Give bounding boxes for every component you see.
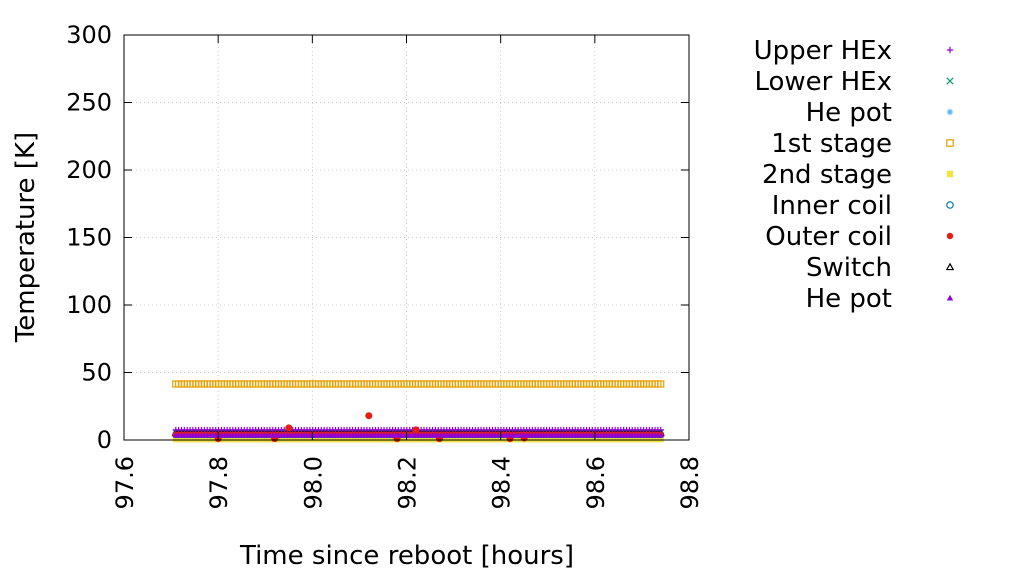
legend-marker: [946, 201, 954, 209]
legend-marker: [946, 232, 954, 240]
grid-lines: [124, 35, 689, 440]
x-tick-label: 98.0: [299, 456, 327, 509]
y-tick-label: 300: [66, 21, 112, 49]
legend-marker: [946, 139, 954, 147]
x-tick-label: 98.2: [394, 456, 422, 509]
data-point: [657, 436, 664, 443]
legend-label: 1st stage: [771, 129, 892, 159]
legend-marker: [946, 46, 954, 54]
y-axis-title: Temperature [K]: [11, 132, 41, 343]
legend-marker: [945, 262, 955, 271]
x-tick-label: 97.6: [111, 456, 139, 509]
legend-label: He pot: [806, 284, 892, 314]
data-point-outlier: [412, 426, 420, 434]
legend-marker: [946, 294, 954, 301]
x-tick-label: 98.8: [676, 456, 704, 509]
legend-label: Lower HEx: [754, 67, 892, 97]
data-point: [657, 432, 664, 438]
data-point: [657, 380, 665, 388]
x-tick-label: 98.6: [582, 456, 610, 509]
data-points: [171, 380, 665, 443]
y-tick-label: 200: [66, 156, 112, 184]
x-tick-label: 97.8: [205, 456, 233, 509]
series-8: [172, 432, 664, 438]
x-tick-label: 98.4: [488, 456, 516, 509]
legend-marker: [946, 77, 954, 85]
y-tick-label: 100: [66, 291, 112, 319]
x-axis-title: Time since reboot [hours]: [239, 541, 574, 571]
legend-label: He pot: [806, 98, 892, 128]
data-point-outlier: [285, 424, 293, 432]
legend-label: Upper HEx: [754, 36, 892, 66]
legend-label: Inner coil: [772, 191, 892, 221]
legend-label: 2nd stage: [762, 160, 892, 190]
axis-ticks: 0 50 100 150 200 250 300 97.6 97.8 98.0 98.2 98.4 98…: [66, 21, 704, 509]
y-tick-label: 250: [66, 89, 112, 117]
y-tick-label: 50: [81, 359, 112, 387]
y-tick-label: 150: [66, 224, 112, 252]
legend-label: Switch: [806, 253, 892, 283]
series-3: [172, 380, 665, 388]
legend-marker: [946, 170, 954, 178]
legend-label: Outer coil: [765, 222, 892, 252]
legend-marker: [946, 108, 954, 116]
data-point-outlier: [365, 412, 373, 420]
y-tick-label: 0: [97, 426, 112, 454]
